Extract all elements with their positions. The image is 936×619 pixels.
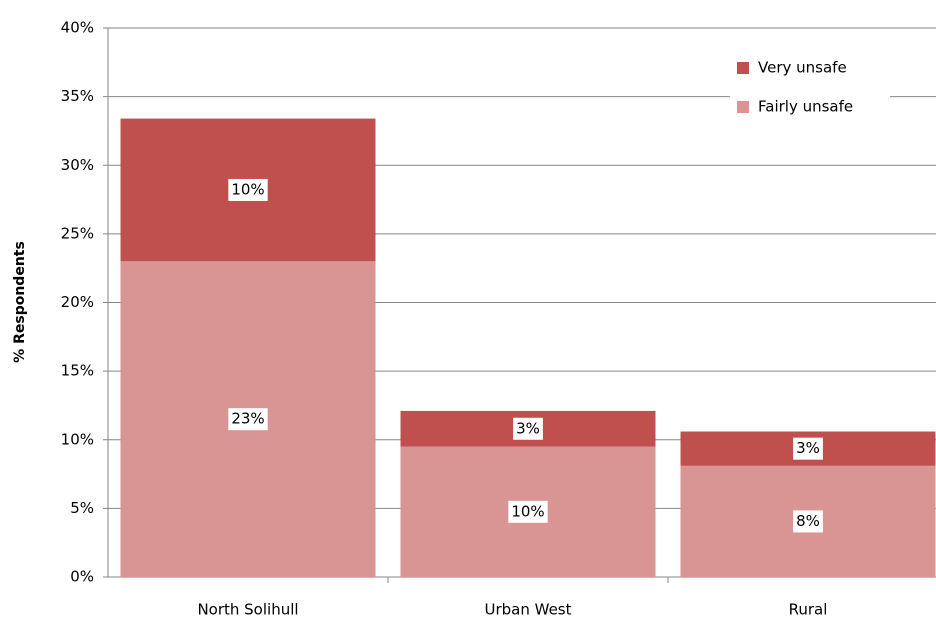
- data-label-bg: [513, 417, 543, 440]
- y-axis-label: % Respondents: [12, 241, 28, 363]
- data-label: 8%: [796, 512, 820, 530]
- data-label-bg: [793, 437, 823, 460]
- data-label: 3%: [796, 439, 820, 457]
- y-tick-label: 5%: [70, 499, 94, 517]
- data-label-bg: [508, 500, 548, 523]
- data-label-bg: [228, 178, 268, 201]
- y-tick-label: 10%: [61, 430, 94, 448]
- y-tick-label: 15%: [61, 362, 94, 380]
- data-label: 10%: [511, 502, 544, 520]
- y-tick-label: 40%: [61, 19, 94, 37]
- legend-bg: [730, 94, 890, 120]
- data-label-bg: [228, 408, 268, 431]
- y-tick-label: 0%: [70, 568, 94, 586]
- x-tick-label: Rural: [789, 601, 828, 619]
- legend-label: Very unsafe: [758, 59, 847, 77]
- legend-swatch: [737, 62, 749, 74]
- data-label: 3%: [516, 419, 540, 437]
- data-label-bg: [793, 510, 823, 533]
- data-label: 23%: [231, 410, 264, 428]
- legend-label: Fairly unsafe: [758, 98, 853, 116]
- y-tick-label: 30%: [61, 156, 94, 174]
- y-tick-label: 25%: [61, 224, 94, 242]
- x-tick-label: North Solihull: [197, 601, 298, 619]
- y-tick-label: 20%: [61, 293, 94, 311]
- legend-bg: [730, 55, 890, 81]
- legend-swatch: [737, 101, 749, 113]
- data-label: 10%: [231, 180, 264, 198]
- y-tick-label: 35%: [61, 87, 94, 105]
- x-tick-label: Urban West: [484, 601, 571, 619]
